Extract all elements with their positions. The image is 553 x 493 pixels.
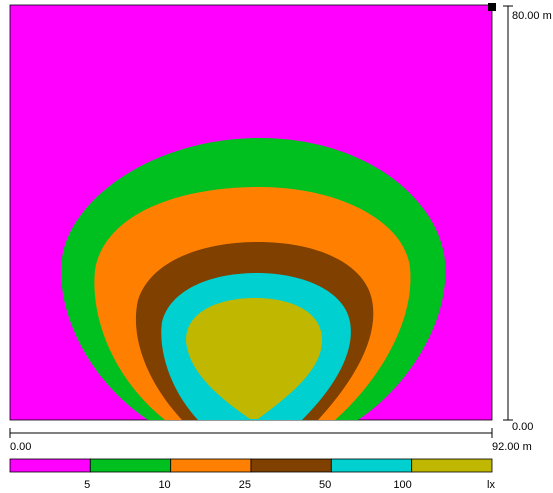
legend-swatch <box>89 458 172 473</box>
legend-threshold-label: 100 <box>393 479 411 491</box>
legend-swatch <box>330 458 412 473</box>
vertical-axis-max-label: 80.00 m <box>512 10 552 22</box>
legend-labels: 5 10 25 50 100 <box>84 479 412 491</box>
legend-threshold-label: 25 <box>239 479 251 491</box>
contour-olive-region <box>186 298 322 419</box>
legend-threshold-label: 50 <box>319 479 331 491</box>
horizontal-axis-max-label: 92.00 m <box>492 441 532 453</box>
legend-color-bar <box>9 458 493 473</box>
legend-unit-label: lx <box>487 479 495 491</box>
legend-swatch <box>250 458 332 473</box>
corner-marker <box>488 3 496 11</box>
horizontal-axis-min-label: 0.00 <box>10 441 31 453</box>
legend-swatch <box>411 458 493 473</box>
legend-swatch <box>170 458 252 473</box>
legend-threshold-label: 5 <box>84 479 90 491</box>
legend-threshold-label: 10 <box>158 479 170 491</box>
legend-swatch <box>9 458 91 473</box>
vertical-axis-min-label: 0.00 <box>512 421 533 433</box>
